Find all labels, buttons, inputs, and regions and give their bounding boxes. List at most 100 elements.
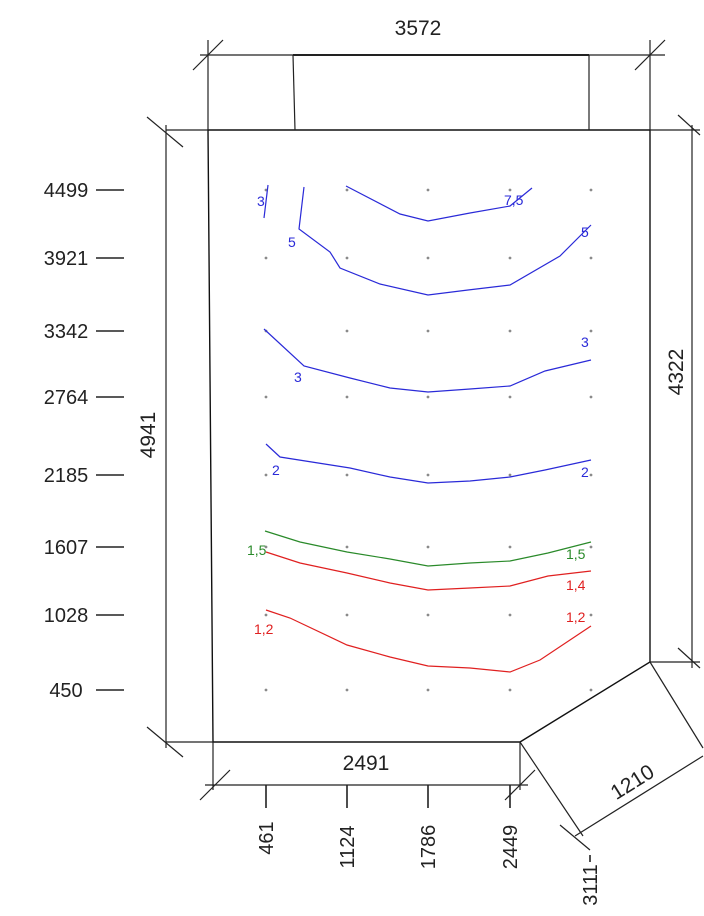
diagonal-dimension-label: 1210 [607,760,659,804]
measurement-point [426,613,430,617]
measurement-point [345,329,349,333]
measurement-point [508,395,512,399]
measurement-point [264,256,268,260]
y-tick-label-1: 4499 [44,180,89,202]
contour-5: 5 5 [288,186,592,296]
contour-2: 2 2 [265,443,592,484]
measurement-point [426,688,430,692]
measurement-point [426,256,430,260]
diagonal-dimension: 1210 [519,661,704,851]
contour-line [265,609,592,673]
measurement-point [589,329,593,333]
measurement-point [264,688,268,692]
measurement-point [508,473,512,477]
contour-label-left: 1,2 [254,621,274,637]
contour-label-left: 5 [288,234,296,250]
left-dimension: 4941 [137,116,213,758]
contour-line [298,186,592,296]
top-dimension-label: 3572 [395,17,442,40]
measurement-point [264,188,268,192]
x-tick-4: 2449 [500,785,522,869]
x-tick-label-1: 461 [256,821,278,854]
measurement-points [264,188,593,692]
measurement-point [589,188,593,192]
bottom-dimension: 2491 [199,742,536,801]
right-dimension-label: 4322 [665,349,688,396]
y-tick-4: 2764 [44,387,124,409]
contour-line [345,185,533,222]
contour-3-top-left: 3 [257,184,269,219]
y-tick-label-3: 3342 [44,321,89,343]
measurement-point [508,188,512,192]
contour-3: 3 3 [263,328,592,393]
contour-line [263,184,269,219]
measurement-point [589,473,593,477]
contour-label-right: 1,4 [566,577,586,593]
y-axis: 4499 3921 3342 2764 2185 1607 1028 450 [44,180,124,702]
contour-label-right: 1,2 [566,609,586,625]
measurement-point [589,688,593,692]
contour-label-left: 2 [272,462,280,478]
contour-label-right: 3 [581,334,589,350]
measurement-point [264,473,268,477]
measurement-point [508,329,512,333]
measurement-point [508,613,512,617]
contour-7-5: 7,5 [345,185,533,222]
measurement-point [426,473,430,477]
x-tick-label-3: 1786 [418,825,440,870]
y-tick-2: 3921 [44,248,124,270]
x-axis: 461 1124 1786 2449 3111 [256,785,602,906]
measurement-point [345,545,349,549]
contour-label-right: 1,5 [566,546,586,562]
measurement-point [589,256,593,260]
measurement-point [345,188,349,192]
contour-label-left: 3 [257,193,265,209]
contour-label-right: 2 [581,464,589,480]
measurement-point [589,395,593,399]
measurement-point [264,395,268,399]
measurement-point [264,613,268,617]
contour-line [263,328,592,393]
measurement-point [589,545,593,549]
contour-lines: 3 7,5 5 5 3 3 2 2 1,5 1,5 [247,184,592,673]
y-tick-3: 3342 [44,321,124,343]
measurement-point [508,688,512,692]
room-outline [207,129,651,743]
y-tick-1: 4499 [44,180,124,202]
y-tick-8: 450 [49,680,124,702]
contour-line [264,530,592,567]
y-tick-label-6: 1607 [44,537,89,559]
left-dimension-label: 4941 [137,412,160,459]
y-tick-label-4: 2764 [44,387,89,409]
measurement-point [589,613,593,617]
measurement-point [426,329,430,333]
x-tick-5: 3111 [580,855,602,906]
measurement-point [426,395,430,399]
contour-line [265,443,592,484]
measurement-point [345,613,349,617]
x-tick-1: 461 [256,785,278,855]
measurement-point [508,545,512,549]
x-tick-2: 1124 [337,785,359,869]
contour-label-right: 5 [581,224,589,240]
contour-line [265,551,592,591]
top-dimension: 3572 [192,17,666,131]
y-tick-label-5: 2185 [44,465,89,487]
contour-1-5: 1,5 1,5 [247,530,592,567]
x-tick-label-4: 2449 [500,825,522,870]
x-tick-label-5: 3111 [580,864,602,906]
measurement-point [426,188,430,192]
measurement-point [345,395,349,399]
measurement-point [264,545,268,549]
contour-1-4: 1,4 [265,551,592,593]
y-tick-label-8: 450 [49,680,82,702]
y-tick-5: 2185 [44,465,124,487]
x-tick-label-2: 1124 [337,825,359,868]
measurement-point [345,473,349,477]
contour-label-left: 1,5 [247,542,267,558]
measurement-point [345,256,349,260]
y-tick-7: 1028 [44,605,124,627]
right-dimension: 4322 [650,114,701,669]
measurement-point [426,545,430,549]
